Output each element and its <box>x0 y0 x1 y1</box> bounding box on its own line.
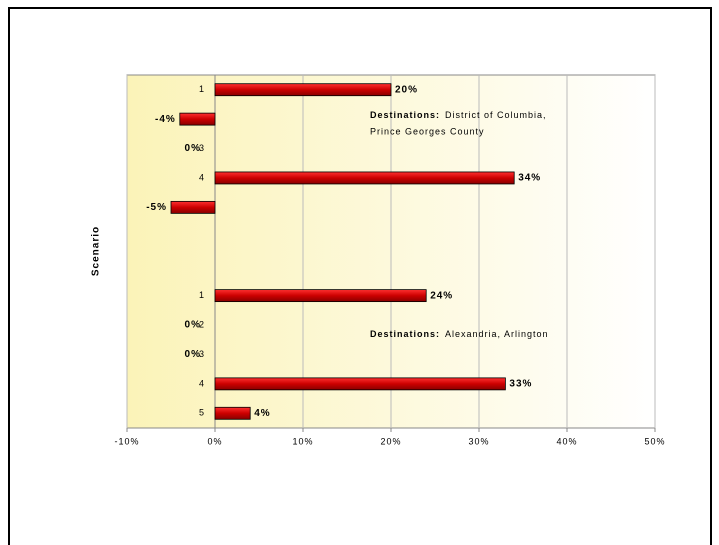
value-label: -4% <box>155 114 176 125</box>
bar <box>214 171 515 185</box>
annotation-text: Alexandria, Arlington <box>445 329 549 339</box>
value-label: 0% <box>185 320 201 331</box>
bar <box>214 83 392 97</box>
y-tick-label: 4 <box>199 172 205 182</box>
frame <box>8 7 712 545</box>
value-label: 4% <box>254 408 270 419</box>
y-tick-label: 5 <box>199 408 205 418</box>
y-tick-label: 3 <box>199 349 205 359</box>
y-tick-label: 3 <box>199 143 205 153</box>
x-tick-label: 0% <box>207 436 222 446</box>
bar <box>214 377 506 391</box>
y-axis-label: Scenario <box>91 226 102 276</box>
value-label: 20% <box>395 84 418 95</box>
value-label: 24% <box>430 290 453 301</box>
value-label: 0% <box>185 143 201 154</box>
x-tick-label: 50% <box>644 436 665 446</box>
bar <box>214 289 427 303</box>
annotation: Destinations: District of Columbia, <box>370 110 547 120</box>
bar <box>179 112 216 126</box>
annotation-text: District of Columbia, <box>445 110 547 120</box>
x-tick-label: 40% <box>556 436 577 446</box>
y-tick-label: 1 <box>199 84 205 94</box>
annotation: Destinations: Alexandria, Arlington <box>370 329 549 339</box>
y-tick-label: 1 <box>199 290 205 300</box>
annotation-text: Prince Georges County <box>370 126 485 136</box>
bar <box>214 406 251 420</box>
y-tick-label: 2 <box>199 319 205 329</box>
bar <box>170 200 216 214</box>
value-label: 34% <box>518 173 541 184</box>
value-label: 0% <box>185 349 201 360</box>
annotation-label: Destinations: <box>370 110 440 120</box>
y-tick-label: 4 <box>199 378 205 388</box>
annotation-label: Destinations: <box>370 329 440 339</box>
x-tick-label: 20% <box>380 436 401 446</box>
x-tick-label: -10% <box>114 436 139 446</box>
value-label: -5% <box>146 202 167 213</box>
x-tick-label: 30% <box>468 436 489 446</box>
value-label: 33% <box>509 379 532 390</box>
x-tick-label: 10% <box>292 436 313 446</box>
